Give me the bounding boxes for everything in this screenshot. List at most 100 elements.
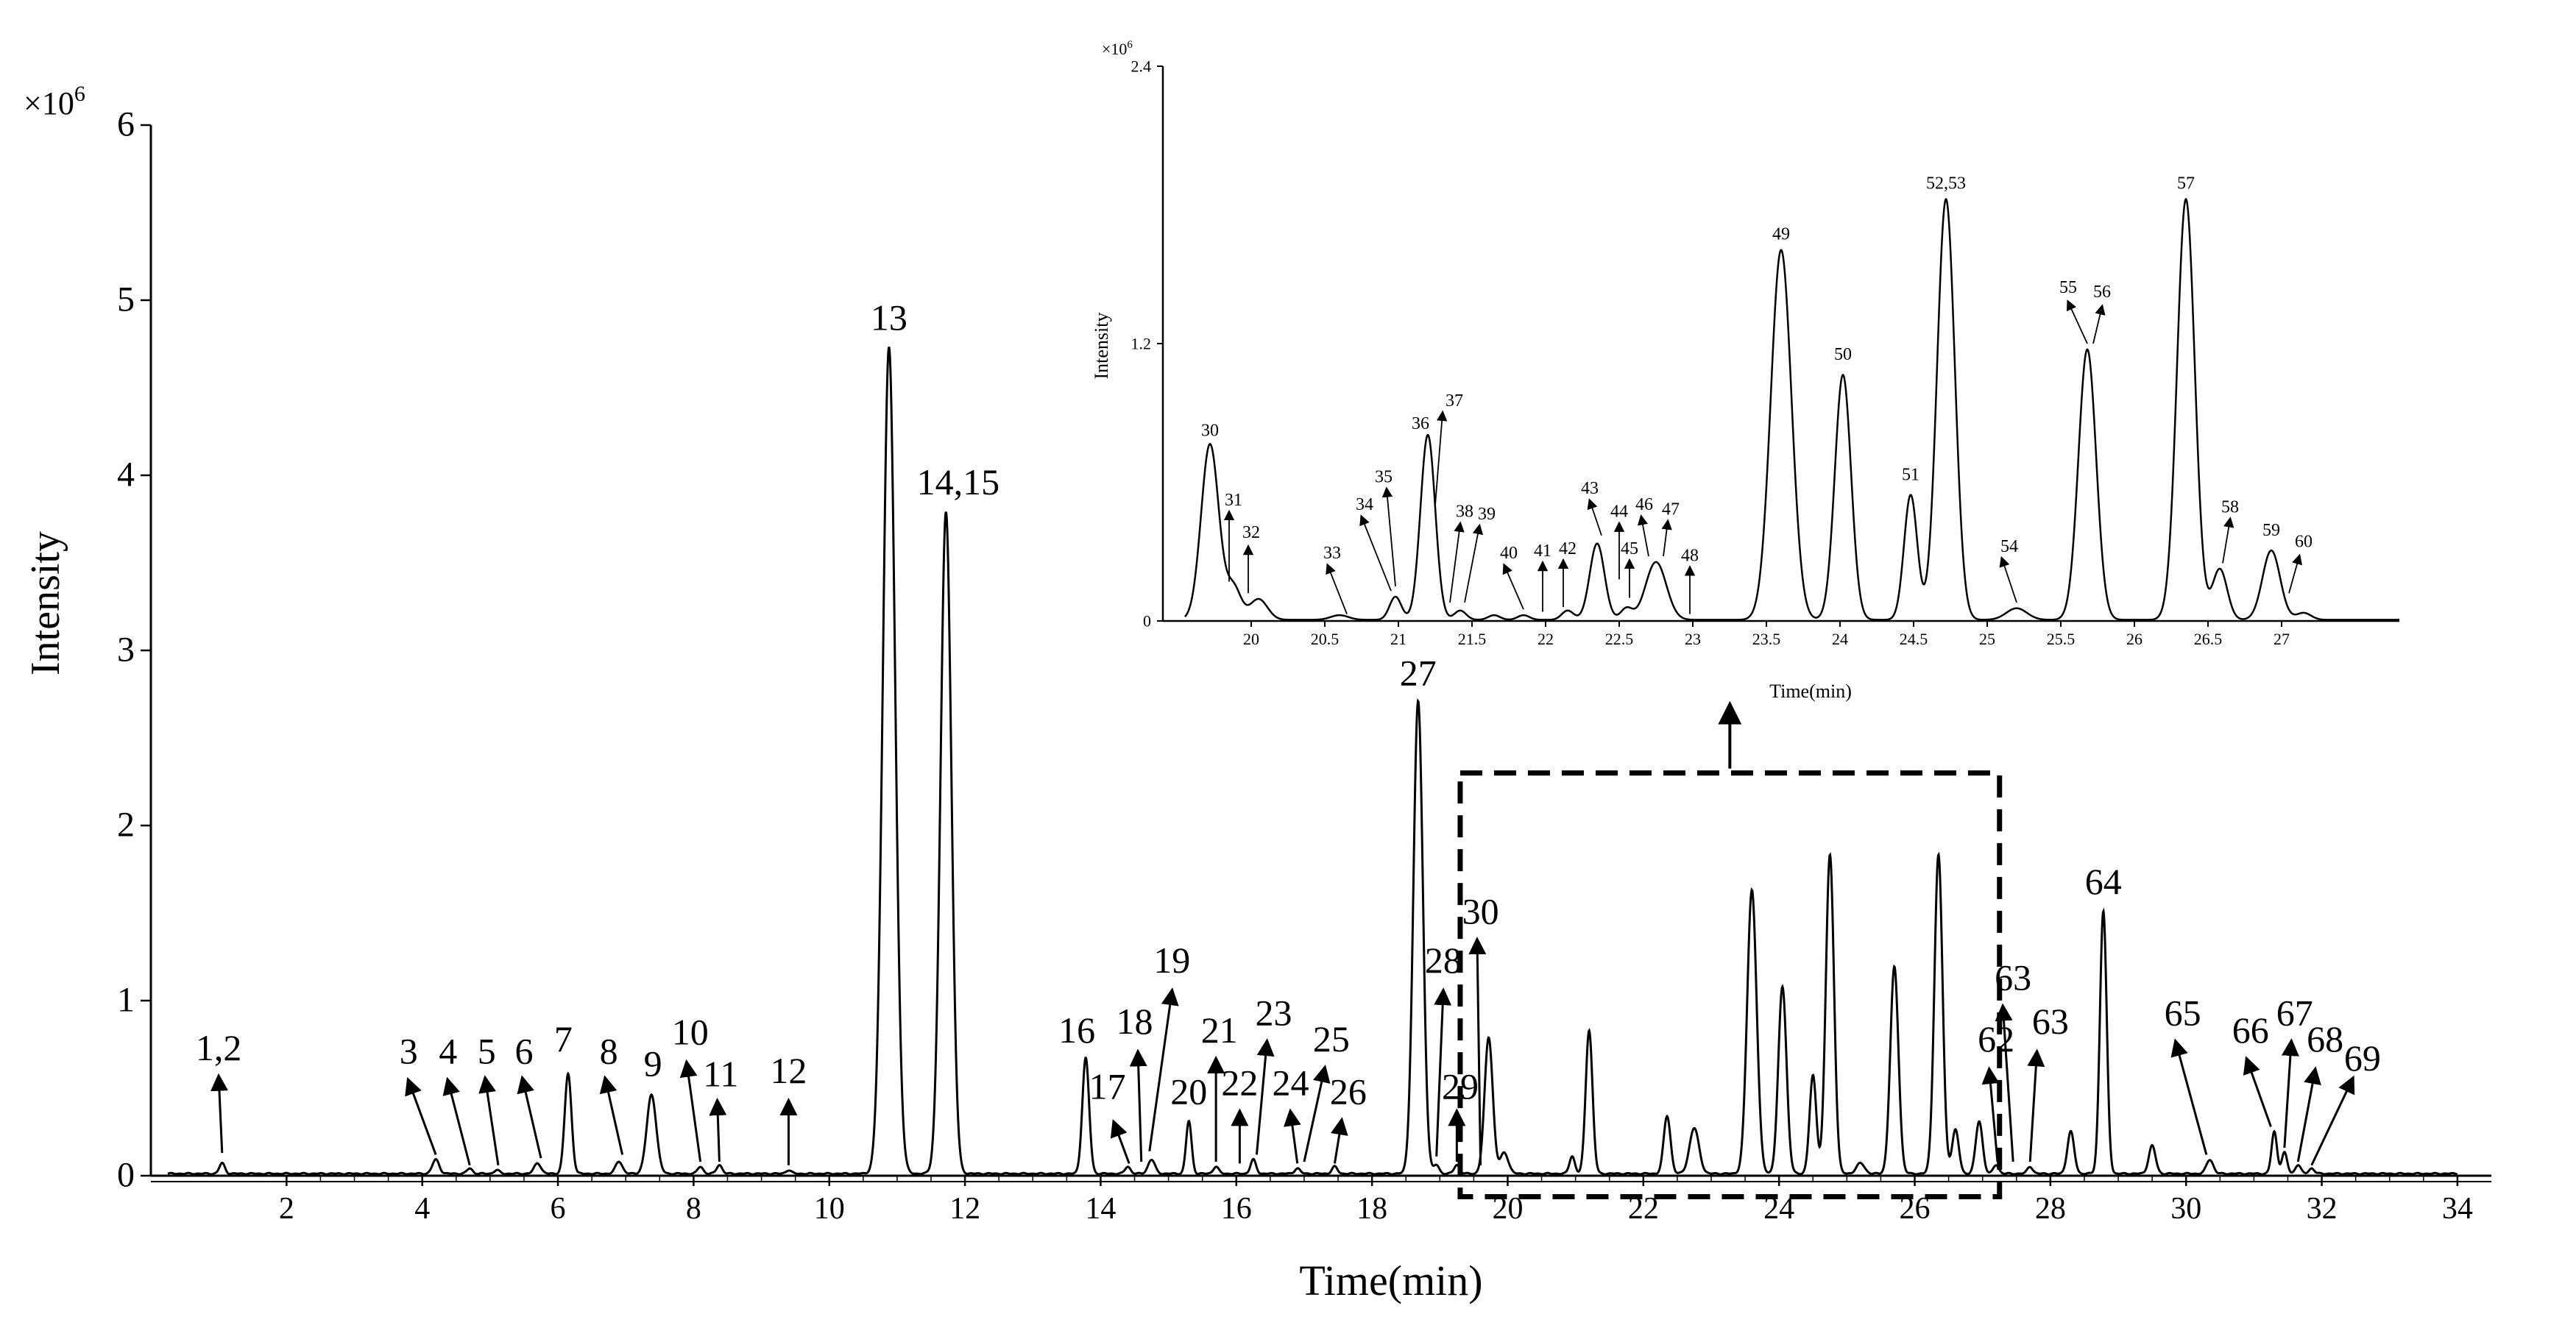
inset-x-tick-label: 25.5 xyxy=(2047,630,2076,648)
main-peak-label-23: 23 xyxy=(1255,992,1292,1155)
inset-trace-line xyxy=(1184,197,2399,621)
main-peak-label-text: 67 xyxy=(2276,992,2313,1033)
main-x-tick-label: 4 xyxy=(414,1192,430,1226)
main-peak-arrow xyxy=(2310,1075,2355,1166)
inset-peak-label-text: 41 xyxy=(1534,542,1551,561)
inset-peak-label-text: 42 xyxy=(1559,539,1577,558)
inset-x-tick-label: 25 xyxy=(1979,630,1995,648)
main-x-tick-label: 32 xyxy=(2307,1192,2338,1226)
inset-peak-label-text: 32 xyxy=(1242,523,1260,542)
main-peak-arrow xyxy=(1255,1038,1275,1155)
main-peak-label-68: 68 xyxy=(2296,1018,2343,1162)
main-peak-label-16: 16 xyxy=(1058,1009,1095,1051)
main-peak-arrow xyxy=(2243,1056,2272,1127)
main-x-tick-label: 30 xyxy=(2170,1192,2201,1226)
main-peak-label-text: 13 xyxy=(871,297,907,338)
main-peak-label-9: 9 xyxy=(644,1043,662,1084)
main-peak-label-8: 8 xyxy=(600,1031,624,1155)
main-peak-label-6: 6 xyxy=(514,1031,542,1159)
inset-peak-label-text: 31 xyxy=(1225,491,1242,510)
inset-peak-arrow xyxy=(1502,563,1524,610)
inset-peak-label-59: 59 xyxy=(2262,521,2280,540)
inset-peak-label-46: 46 xyxy=(1635,495,1653,557)
main-peak-label-text: 63 xyxy=(2032,1001,2069,1042)
main-y-tick-label: 1 xyxy=(117,981,135,1020)
zoom-box xyxy=(1457,770,2003,1200)
inset-peak-label-text: 37 xyxy=(1446,391,1463,411)
main-peak-label-text: 22 xyxy=(1221,1062,1258,1104)
main-peak-arrow xyxy=(2027,1048,2045,1162)
main-peak-label-27: 27 xyxy=(1400,653,1437,694)
main-peak-label-text: 66 xyxy=(2232,1009,2269,1051)
inset-y-axis-label: Intensity xyxy=(1091,313,1112,380)
main-peak-label-28: 28 xyxy=(1425,940,1462,1157)
main-peak-arrow xyxy=(1303,1064,1331,1162)
inset-x-tick-label: 20.5 xyxy=(1311,630,1340,648)
inset-x-tick-label: 20 xyxy=(1243,630,1259,648)
main-peak-label-4: 4 xyxy=(439,1031,471,1166)
main-peak-label-text: 11 xyxy=(703,1054,738,1095)
main-x-tick-label: 10 xyxy=(814,1192,845,1226)
main-peak-label-text: 26 xyxy=(1330,1071,1367,1112)
main-peak-label-text: 3 xyxy=(400,1031,418,1072)
main-peak-arrow xyxy=(210,1073,228,1154)
main-peak-label-20: 20 xyxy=(1170,1071,1207,1112)
inset-peak-label-text: 35 xyxy=(1375,468,1393,487)
main-x-tick-label: 18 xyxy=(1356,1192,1387,1226)
inset-peak-label-text: 33 xyxy=(1323,544,1341,563)
inset-peak-label-54: 54 xyxy=(1999,537,2018,603)
main-peak-label-text: 10 xyxy=(672,1012,709,1053)
inset-peak-arrow xyxy=(1381,486,1396,586)
main-peak-arrow xyxy=(1110,1118,1130,1164)
inset-x-axis-label: Time(min) xyxy=(1769,681,1852,702)
inset-peak-arrow xyxy=(1637,514,1649,557)
inset-multiplier-exp: 6 xyxy=(1127,39,1133,51)
main-multiplier: ×106 xyxy=(24,82,85,121)
inset-peak-label-55: 55 xyxy=(2059,278,2088,344)
main-x-tick-label: 34 xyxy=(2442,1192,2473,1226)
inset-x-tick-label: 21 xyxy=(1390,630,1406,648)
main-peak-arrow xyxy=(1284,1108,1301,1164)
main-peak-label-64: 64 xyxy=(2085,861,2122,902)
inset-peak-label-text: 36 xyxy=(1412,414,1429,433)
main-peak-label-text: 8 xyxy=(600,1031,618,1072)
main-x-tick-label: 12 xyxy=(949,1192,980,1226)
main-peak-arrow xyxy=(442,1076,471,1166)
inset-peak-label-text: 49 xyxy=(1772,225,1790,244)
inset-peak-label-40: 40 xyxy=(1500,544,1524,610)
inset-peak-label-52-53: 52,53 xyxy=(1926,174,1966,194)
inset-peak-label-56: 56 xyxy=(2092,283,2111,344)
main-peak-label-12: 12 xyxy=(770,1050,807,1165)
main-y-tick-label: 3 xyxy=(117,631,135,670)
inset-y-tick-label: 1.2 xyxy=(1131,335,1152,353)
inset-peak-label-31: 31 xyxy=(1223,491,1242,582)
inset-peak-label-43: 43 xyxy=(1581,479,1602,536)
inset-y-tick-label: 0 xyxy=(1143,612,1151,631)
main-x-tick-label: 16 xyxy=(1221,1192,1252,1226)
inset-y-tick-label: 2.4 xyxy=(1131,57,1152,76)
inset-peak-label-38: 38 xyxy=(1449,503,1473,603)
main-peak-label-30: 30 xyxy=(1462,890,1499,1165)
main-peak-label-text: 25 xyxy=(1313,1018,1350,1059)
inset-peak-arrow xyxy=(1999,555,2017,603)
inset-x-tick-label: 22.5 xyxy=(1605,630,1634,648)
inset-peak-label-text: 54 xyxy=(2000,537,2018,556)
inset-peak-label-text: 59 xyxy=(2262,521,2280,540)
main-peak-arrow xyxy=(517,1075,542,1159)
main-peak-label-text: 1,2 xyxy=(196,1027,242,1068)
main-peak-label-3: 3 xyxy=(400,1031,437,1155)
inset-peak-arrow xyxy=(2288,553,2303,594)
inset-peak-arrow xyxy=(2222,516,2234,564)
main-trace-line xyxy=(167,347,2458,1176)
inset-peak-label-text: 48 xyxy=(1681,546,1699,565)
inset-peak-label-33: 33 xyxy=(1323,544,1348,614)
inset-x-tick-label: 24.5 xyxy=(1900,630,1928,648)
inset-peak-arrow xyxy=(2066,299,2088,344)
main-peak-label-text: 21 xyxy=(1201,1009,1238,1051)
main-x-axis-label: Time(min) xyxy=(1299,1257,1482,1304)
main-peak-arrow xyxy=(1330,1117,1348,1164)
main-y-tick-label: 2 xyxy=(117,806,135,845)
main-peak-arrow xyxy=(1148,987,1179,1151)
